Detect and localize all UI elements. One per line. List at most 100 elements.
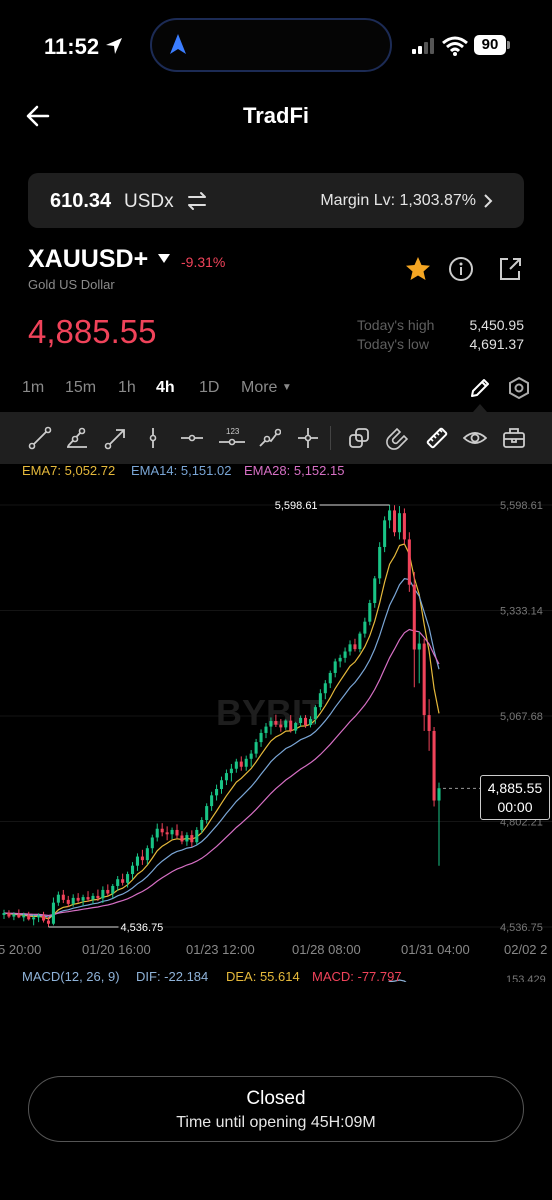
candle bbox=[363, 617, 367, 638]
pencil-icon[interactable] bbox=[468, 376, 492, 400]
timeframe-1d[interactable]: 1D bbox=[199, 379, 220, 396]
candle bbox=[170, 827, 174, 840]
candle bbox=[91, 893, 95, 905]
timeframe-1h[interactable]: 1h bbox=[118, 379, 136, 396]
candle-body bbox=[368, 603, 372, 622]
candle bbox=[338, 654, 342, 668]
candle bbox=[2, 909, 6, 919]
candle bbox=[264, 723, 268, 739]
vertical-line-icon[interactable] bbox=[141, 426, 165, 450]
candle bbox=[165, 826, 169, 841]
crosshair-icon[interactable] bbox=[296, 426, 320, 450]
low-marker-label: 4,536.75 bbox=[120, 922, 163, 934]
candle-body bbox=[219, 780, 224, 789]
candle-body bbox=[160, 828, 164, 833]
candle bbox=[249, 750, 253, 767]
ray-icon[interactable] bbox=[65, 426, 89, 450]
candle bbox=[417, 631, 421, 684]
timeframe-1m[interactable]: 1m bbox=[22, 379, 45, 396]
back-arrow-icon[interactable] bbox=[24, 102, 52, 130]
candle bbox=[427, 699, 431, 751]
candle bbox=[348, 640, 352, 656]
ema7-legend: EMA7: 5,052.72 bbox=[22, 463, 116, 478]
candle-body bbox=[37, 915, 41, 918]
candle bbox=[308, 716, 313, 728]
timeframe-4h[interactable]: 4h bbox=[156, 379, 175, 396]
candle bbox=[200, 817, 204, 834]
candle-body bbox=[17, 914, 21, 918]
price-label-icon[interactable]: 123 bbox=[218, 426, 246, 450]
candle-body bbox=[259, 732, 263, 743]
battery-tip bbox=[507, 41, 510, 49]
visibility-icon[interactable] bbox=[463, 426, 487, 450]
arrow-line-icon[interactable] bbox=[104, 426, 128, 450]
last-price-tag: 4,885.55 00:00 bbox=[480, 775, 550, 820]
candle-body bbox=[343, 651, 347, 658]
candle-body bbox=[42, 915, 46, 921]
market-closed-button[interactable]: Closed Time until opening 45H:09M bbox=[28, 1076, 524, 1142]
candle bbox=[32, 914, 36, 926]
caret-down-icon[interactable] bbox=[158, 254, 170, 264]
candle-body bbox=[328, 672, 332, 684]
candle bbox=[412, 572, 416, 688]
ruler-icon[interactable] bbox=[425, 426, 449, 450]
timeframe-15m[interactable]: 15m bbox=[65, 379, 97, 396]
candle bbox=[17, 909, 21, 919]
candle-body bbox=[145, 848, 149, 861]
candle-body bbox=[397, 513, 401, 533]
candle bbox=[313, 705, 317, 724]
timeframe-more[interactable]: More ▼ bbox=[241, 379, 292, 397]
candle bbox=[81, 894, 85, 906]
account-balance-bar[interactable]: 610.34 USDx Margin Lv: 1,303.87% bbox=[28, 173, 524, 228]
candle-body bbox=[323, 683, 327, 694]
high-marker-label: 5,598.61 bbox=[275, 500, 318, 512]
market-status: Closed bbox=[246, 1088, 306, 1109]
candle-body bbox=[378, 546, 382, 579]
candle bbox=[437, 782, 441, 866]
candle-body bbox=[338, 657, 342, 662]
timeframe-more-label: More bbox=[241, 379, 278, 396]
candle-body bbox=[234, 761, 238, 769]
candle bbox=[378, 542, 382, 584]
candle bbox=[239, 756, 243, 771]
swap-icon[interactable] bbox=[186, 190, 208, 212]
candle-body bbox=[294, 723, 298, 731]
dynamic-island bbox=[150, 18, 392, 72]
status-bar: 11:52 90 bbox=[0, 0, 552, 90]
candle-body bbox=[111, 885, 115, 894]
candle-body bbox=[304, 717, 308, 726]
candle bbox=[126, 871, 130, 888]
toolbox-icon[interactable] bbox=[502, 426, 526, 450]
instrument-symbol[interactable]: XAUUSD+ bbox=[28, 245, 149, 273]
candle-body bbox=[116, 879, 120, 886]
trend-line-icon[interactable] bbox=[28, 426, 52, 450]
candle-body bbox=[135, 856, 139, 866]
horizontal-line-icon[interactable] bbox=[180, 426, 204, 450]
candle bbox=[86, 891, 90, 902]
x-axis-label: 02/02 2 bbox=[504, 942, 547, 957]
candle bbox=[210, 791, 214, 811]
candle bbox=[7, 910, 11, 919]
y-axis-label: 5,333.14 bbox=[500, 606, 543, 618]
candle bbox=[383, 516, 387, 553]
ema14-line bbox=[3, 578, 440, 918]
candle-countdown: 00:00 bbox=[497, 799, 533, 815]
candlestick-chart[interactable]: BYBIT 5,598.61 4,536.75 5,598.61 5,333.14 5… bbox=[0, 462, 552, 982]
info-icon[interactable] bbox=[448, 256, 474, 282]
macd-params: MACD(12, 26, 9) bbox=[22, 969, 120, 984]
candle-body bbox=[422, 643, 426, 716]
candle bbox=[160, 823, 164, 837]
share-icon[interactable] bbox=[497, 256, 523, 282]
candle-body bbox=[165, 832, 169, 835]
magnet-icon[interactable] bbox=[386, 426, 410, 450]
macd-dif: DIF: -22.184 bbox=[136, 969, 209, 984]
candle bbox=[343, 647, 347, 663]
y-axis: 5,598.615,333.145,067.684,802.214,536.75 bbox=[500, 500, 543, 934]
candle bbox=[402, 508, 406, 545]
favorite-star-icon[interactable] bbox=[404, 255, 432, 283]
layers-icon[interactable] bbox=[347, 426, 371, 450]
parallel-channel-icon[interactable] bbox=[257, 426, 281, 450]
settings-icon[interactable] bbox=[507, 376, 531, 400]
candle-body bbox=[91, 895, 95, 900]
candle-body bbox=[274, 721, 278, 725]
